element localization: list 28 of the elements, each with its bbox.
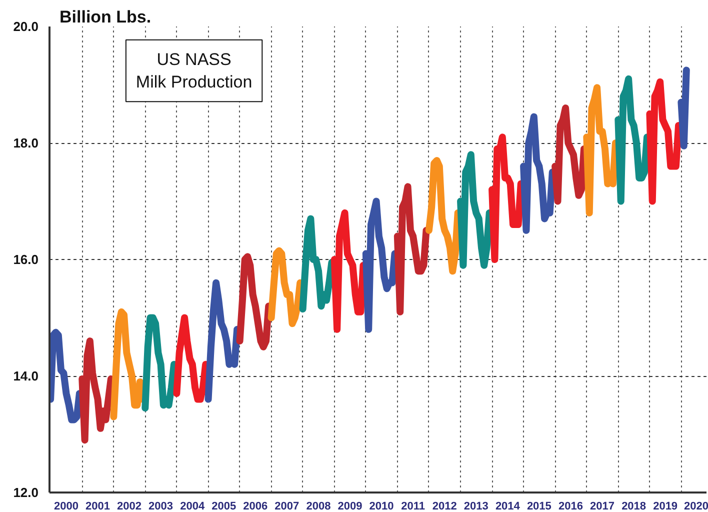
x-tick-label: 2015: [526, 500, 552, 512]
x-tick-label: 2018: [622, 500, 646, 512]
x-tick-label: 2013: [464, 500, 488, 512]
x-tick-label: 2019: [653, 500, 678, 512]
x-tick-label: 2005: [212, 500, 236, 512]
y-tick-label: 18.0: [13, 136, 39, 150]
x-tick-label: 2014: [495, 500, 521, 512]
x-tick-label: 2006: [243, 500, 268, 512]
x-tick-label: 2017: [590, 500, 615, 512]
x-tick-label: 2012: [432, 500, 457, 512]
x-tick-label: 2016: [558, 500, 584, 512]
x-tick-label: 2020: [684, 500, 708, 512]
x-tick-label: 2007: [274, 500, 300, 512]
x-tick-label: 2003: [148, 500, 174, 512]
y-axis-title: Billion Lbs.: [60, 8, 152, 26]
x-tick-label: 2004: [180, 500, 206, 512]
text: US NASS Milk Production: [136, 50, 252, 92]
x-tick-label: 2000: [54, 500, 78, 512]
x-tick-label: 2011: [401, 500, 425, 512]
x-tick-label: 2009: [338, 500, 362, 512]
x-tick-label: 2001: [86, 500, 110, 512]
x-tick-label: 2010: [369, 500, 394, 512]
x-tick-label: 2008: [306, 500, 331, 512]
y-tick-label: 14.0: [13, 368, 39, 384]
y-tick-label: 20.0: [13, 19, 39, 34]
x-tick-label: 2002: [117, 500, 142, 512]
y-tick-label: 12.0: [13, 485, 39, 500]
y-tick-label: 16.0: [13, 252, 39, 267]
